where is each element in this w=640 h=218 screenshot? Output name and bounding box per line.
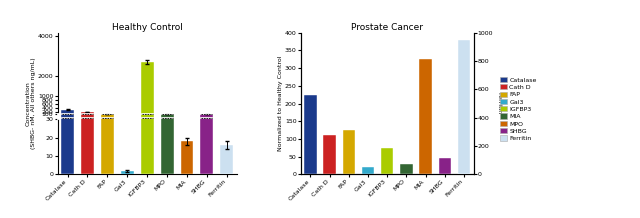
Y-axis label: Ferritin: Ferritin xyxy=(496,92,501,115)
Bar xyxy=(304,95,317,174)
Bar xyxy=(220,145,234,174)
Bar xyxy=(61,110,74,174)
Bar xyxy=(438,158,451,174)
Bar xyxy=(101,114,114,174)
Bar xyxy=(141,62,154,174)
Bar xyxy=(161,114,173,174)
Bar xyxy=(419,59,432,174)
Y-axis label: Concentration
(SHBG- nM, All others ng/mL): Concentration (SHBG- nM, All others ng/m… xyxy=(26,58,36,149)
Bar xyxy=(323,135,336,174)
Legend: Catalase, Cath D, FAP, Gal3, IGFBP3, MIA, MPO, SHBG, Ferritin: Catalase, Cath D, FAP, Gal3, IGFBP3, MIA… xyxy=(499,76,538,142)
Bar xyxy=(458,40,470,174)
Bar xyxy=(200,114,213,174)
Title: Healthy Control: Healthy Control xyxy=(112,23,182,32)
Bar xyxy=(381,148,394,174)
Bar xyxy=(180,141,193,174)
Title: Prostate Cancer: Prostate Cancer xyxy=(351,23,423,32)
Bar xyxy=(342,130,355,174)
Bar xyxy=(400,164,413,174)
Bar xyxy=(362,167,374,174)
Y-axis label: Normalized to Healthy Control: Normalized to Healthy Control xyxy=(278,56,284,151)
Bar xyxy=(81,112,94,174)
Bar xyxy=(121,171,134,174)
